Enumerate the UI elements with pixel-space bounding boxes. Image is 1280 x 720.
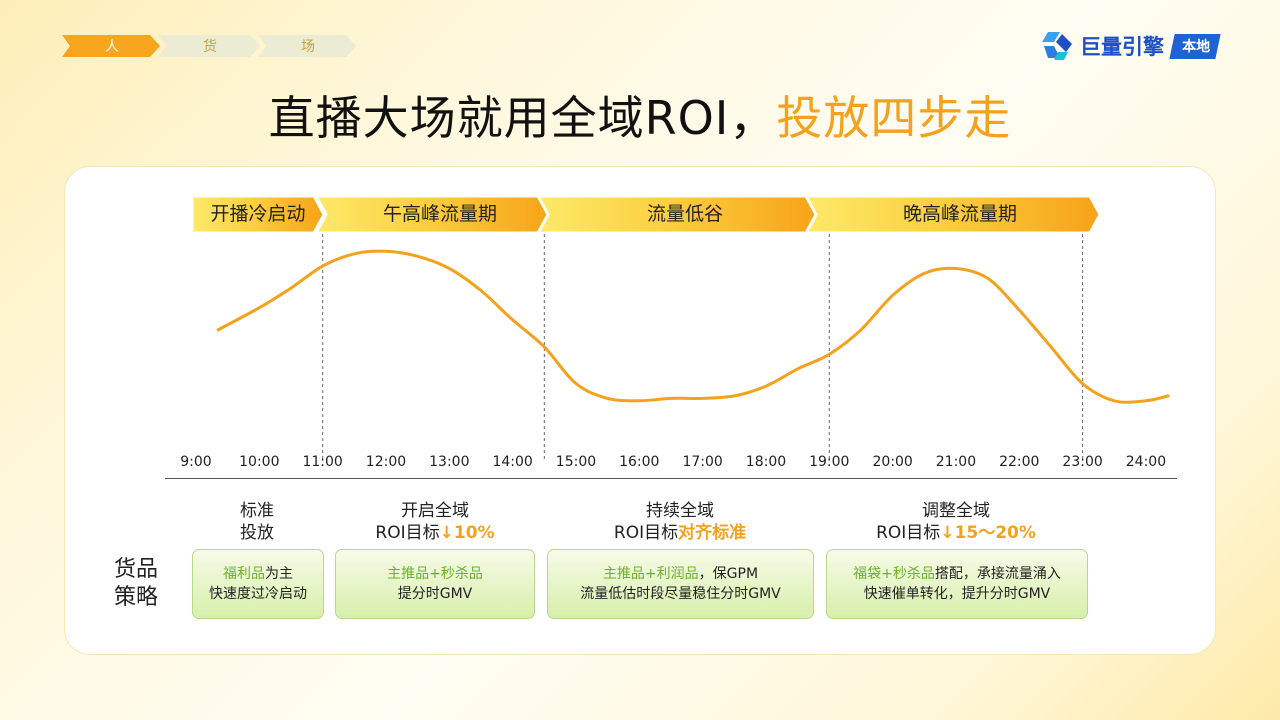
breadcrumb: 人 货 场 — [62, 35, 356, 57]
x-tick-label: 9:00 — [180, 454, 212, 470]
goods-box-4-highlight: 福袋+秒杀品 — [853, 566, 935, 582]
goods-box-2-line2: 提分时GMV — [397, 586, 473, 602]
phase-boundaries — [322, 234, 1084, 462]
brand-logo-text: 巨量引擎 — [1080, 35, 1164, 59]
phase-label-low-valley: 流量低谷 — [646, 203, 723, 225]
goods-box-3-line2: 流量低估时段尽量稳住分时GMV — [580, 586, 781, 602]
strategy-4-line2: ROI目标 — [876, 523, 941, 543]
goods-box-3: 主推品+利润品，保GPM 流量低估时段尽量稳住分时GMV — [547, 549, 814, 619]
goods-box-1-rest: 为主 — [265, 566, 293, 582]
phase-label-evening-peak: 晚高峰流量期 — [902, 203, 1017, 225]
strategy-4: 调整全域 ROI目标↓15～20% — [836, 500, 1076, 544]
breadcrumb-step-1 — [62, 35, 160, 57]
strategy-1-line1: 标准 — [240, 501, 274, 521]
strategy-3-line2: ROI目标 — [613, 523, 679, 543]
goods-box-3-highlight: 主推品+利润品 — [602, 566, 699, 582]
x-tick-label: 23:00 — [1062, 454, 1103, 470]
phase-segment-1 — [190, 194, 326, 235]
x-tick-label: 15:00 — [555, 454, 597, 470]
goods-strategy-label-line2: 策略 — [114, 585, 159, 610]
goods-box-2-highlight: 主推品+秒杀品 — [387, 566, 483, 582]
goods-box-4: 福袋+秒杀品搭配，承接流量涌入 快速催单转化，提升分时GMV — [826, 549, 1088, 619]
phase-label-noon-peak: 午高峰流量期 — [382, 203, 497, 225]
breadcrumb-step-2 — [158, 35, 260, 57]
goods-box-4-rest: 搭配，承接流量涌入 — [934, 566, 1061, 582]
goods-box-2: 主推品+秒杀品 提分时GMV — [335, 549, 535, 619]
brand-logo-icon — [1042, 32, 1072, 60]
brand-logo: 巨量引擎 本地 — [1040, 30, 1221, 62]
goods-strategy-label-line1: 货品 — [114, 557, 159, 582]
breadcrumb-label-1: 人 — [105, 39, 119, 55]
goods-box-1-line2: 快速度过冷启动 — [209, 586, 307, 602]
x-tick-label: 16:00 — [619, 454, 660, 470]
strategy-3: 持续全域 ROI目标对齐标准 — [560, 500, 800, 544]
goods-box-4-line2: 快速催单转化，提升分时GMV — [863, 586, 1051, 602]
x-tick-label: 24:00 — [1125, 454, 1167, 470]
strategy-3-line1: 持续全域 — [646, 501, 714, 521]
strategy-2-line2: ROI目标 — [375, 523, 440, 543]
traffic-curve — [216, 249, 1170, 404]
x-tick-label: 10:00 — [239, 454, 280, 470]
phase-segment-4 — [803, 194, 1102, 235]
breadcrumb-label-3: 场 — [301, 39, 315, 55]
goods-box-3-rest: ，保GPM — [698, 566, 759, 582]
strategy-2: 开启全域 ROI目标↓10% — [335, 500, 535, 544]
strategy-1-line2: 投放 — [240, 523, 274, 543]
x-tick-label: 19:00 — [809, 454, 850, 470]
page-title-main: 直播大场就用全域ROI， — [268, 91, 777, 145]
x-tick-label: 20:00 — [872, 454, 913, 470]
x-tick-label: 22:00 — [999, 454, 1040, 470]
page-title: 直播大场就用全域ROI，投放四步走 — [0, 82, 1280, 148]
strategy-4-line1: 调整全域 — [922, 501, 990, 521]
strategy-4-emphasis: ↓15～20% — [940, 523, 1036, 543]
strategy-3-emphasis: 对齐标准 — [678, 523, 747, 543]
phase-label-cold-start: 开播冷启动 — [210, 203, 306, 225]
x-tick-label: 17:00 — [682, 454, 723, 470]
x-tick-label: 12:00 — [365, 454, 407, 470]
phase-banner — [190, 194, 1102, 235]
breadcrumb-step-3 — [258, 35, 356, 57]
x-tick-label: 14:00 — [492, 454, 533, 470]
strategy-1: 标准 投放 — [197, 500, 317, 544]
x-tick-label: 18:00 — [745, 454, 787, 470]
goods-box-1: 福利品为主 快速度过冷启动 — [192, 549, 324, 619]
strategy-2-emphasis: ↓10% — [439, 523, 495, 543]
breadcrumb-label-2: 货 — [203, 38, 217, 55]
strategy-2-line1: 开启全域 — [401, 501, 469, 521]
x-tick-label: 11:00 — [302, 454, 343, 470]
goods-box-1-highlight: 福利品 — [223, 566, 265, 582]
page-title-highlight: 投放四步走 — [776, 91, 1012, 145]
x-tick-label: 13:00 — [429, 454, 470, 470]
x-tick-label: 21:00 — [935, 454, 977, 470]
x-axis-line — [165, 478, 1177, 479]
goods-strategy-label: 货品 策略 — [114, 556, 174, 612]
